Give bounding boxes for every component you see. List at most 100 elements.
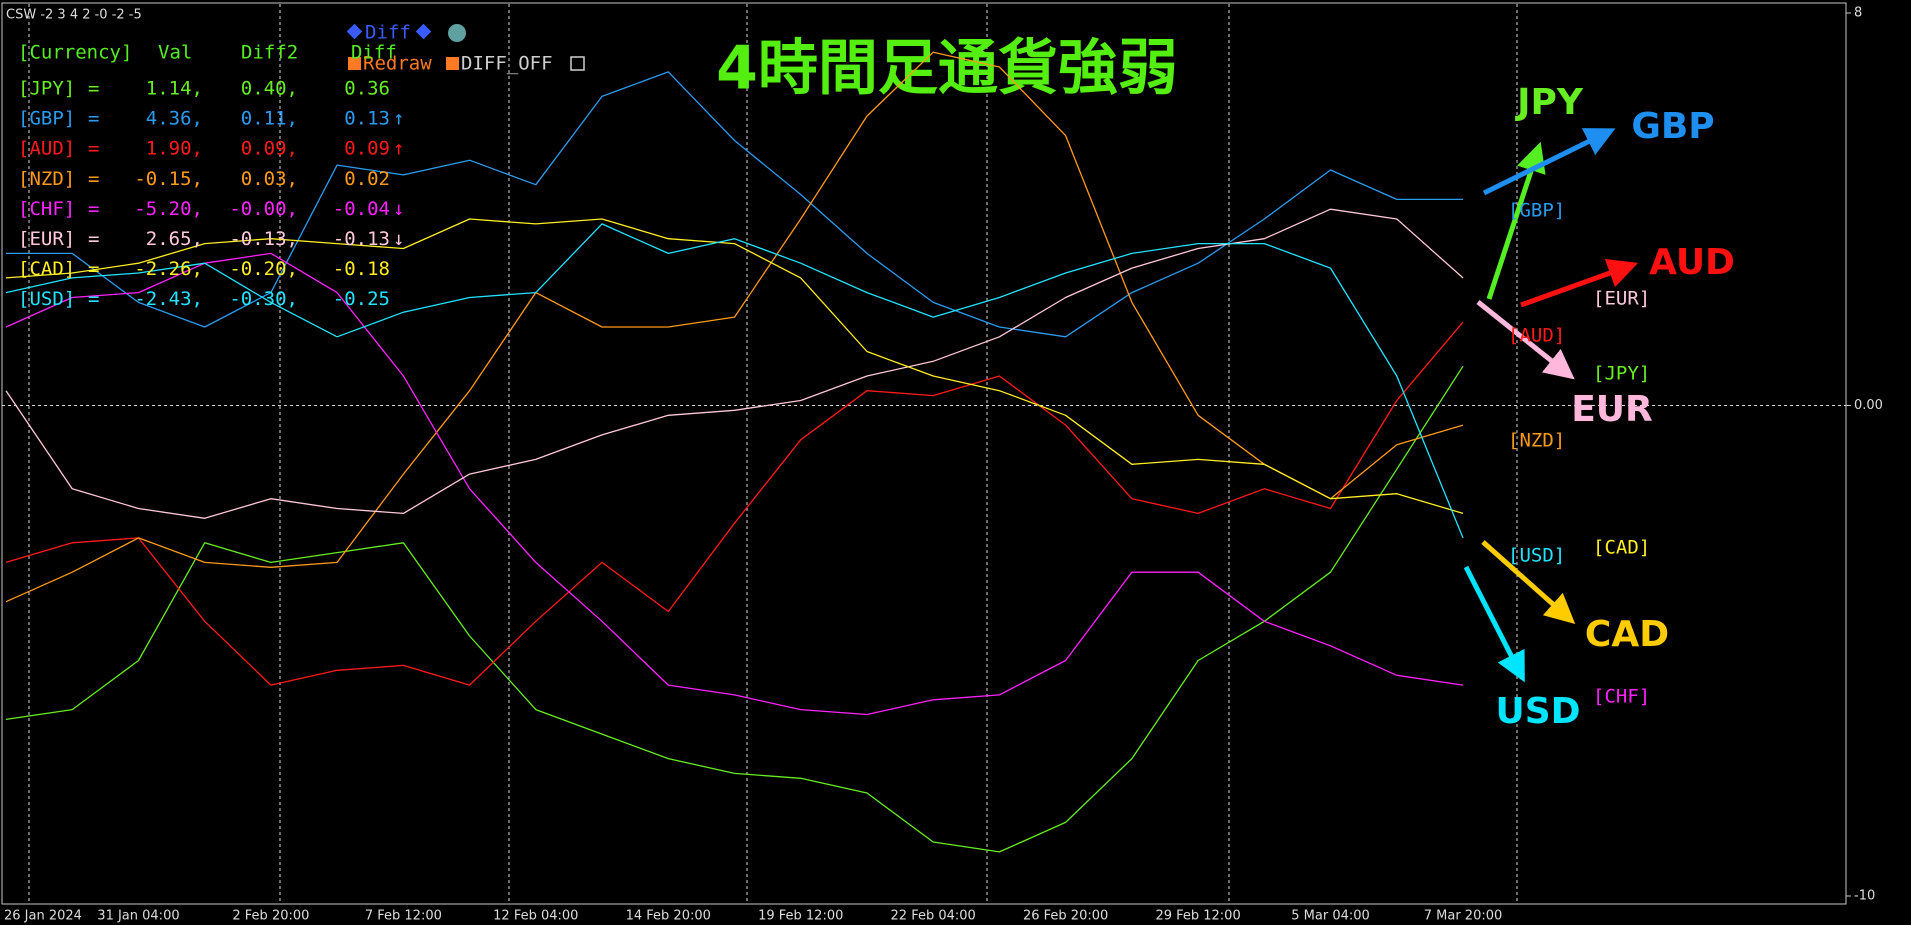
table-cell: -0.13 [333, 228, 390, 250]
table-cell: [AUD] [18, 138, 75, 160]
status-dot[interactable] [448, 24, 466, 42]
annotation: CAD [1585, 614, 1669, 655]
series-line [5, 223, 1464, 539]
table-cell: -0.04 [333, 198, 390, 220]
arrow [1463, 565, 1525, 683]
annotation: AUD [1649, 242, 1735, 283]
table-header: [Currency] [18, 42, 132, 64]
table-cell: = [88, 258, 99, 280]
x-tick-label: 2 Feb 20:00 [232, 909, 309, 924]
table-cell: ↑ [393, 108, 404, 130]
x-tick-label: 29 Feb 12:00 [1155, 909, 1240, 924]
series-line [5, 51, 1464, 603]
table-cell: -0.15, [134, 168, 203, 190]
x-tick-label: 7 Mar 20:00 [1424, 909, 1503, 924]
table-cell: = [88, 228, 99, 250]
table-header: Diff2 [241, 42, 298, 64]
table-cell: = [88, 138, 99, 160]
series-label: [NZD] [1508, 430, 1565, 452]
table-cell: = [88, 108, 99, 130]
redraw-button[interactable]: Redraw [363, 53, 432, 75]
table-cell: [GBP] [18, 108, 75, 130]
y-tick-label: 8 [1854, 6, 1862, 21]
table-cell: -2.26, [134, 258, 203, 280]
arrow [1481, 540, 1576, 624]
series-line [5, 321, 1464, 686]
table-cell: [CHF] [18, 198, 75, 220]
table-cell: [NZD] [18, 168, 75, 190]
square-icon [348, 57, 361, 70]
table-cell: [USD] [18, 288, 75, 310]
table-cell: 0.36 [344, 78, 390, 100]
indicator-header: CSW -2 3 4 2 -0 -2 -5 [6, 8, 142, 23]
y-tick-label: 0.00 [1854, 398, 1883, 413]
series-line [5, 365, 1464, 853]
series-label: [USD] [1508, 545, 1565, 567]
table-cell: = [88, 78, 99, 100]
table-cell: [CAD] [18, 258, 75, 280]
table-cell: 2.65, [146, 228, 203, 250]
x-tick-label: 26 Feb 20:00 [1023, 909, 1108, 924]
diamond-icon [346, 23, 363, 40]
annotation: GBP [1631, 106, 1714, 147]
annotation: USD [1495, 691, 1580, 732]
series-label: [JPY] [1593, 363, 1650, 385]
table-cell: ↑ [393, 138, 404, 160]
x-tick-label: 14 Feb 20:00 [626, 909, 711, 924]
annotation: JPY [1514, 82, 1584, 123]
table-header: Diff [351, 42, 397, 64]
y-tick-label: -10 [1854, 889, 1875, 904]
table-cell: 0.09, [241, 138, 298, 160]
series-line [6, 71, 1463, 338]
series-label: [CAD] [1593, 537, 1650, 559]
annotation-arrows [1463, 128, 1639, 683]
x-tick-label: 7 Feb 12:00 [365, 909, 442, 924]
table-cell: ↓ [393, 228, 404, 250]
table-cell: ↓ [393, 198, 404, 220]
checkbox[interactable] [570, 56, 585, 71]
chart-title: 4時間足通貨強弱 [716, 34, 1178, 104]
series-label: [GBP] [1508, 200, 1565, 222]
annotation: EUR [1571, 389, 1653, 430]
table-cell: 0.03, [241, 168, 298, 190]
series-line [5, 218, 1464, 515]
x-tick-label: 5 Mar 04:00 [1291, 909, 1370, 924]
table-cell: -0.13, [229, 228, 298, 250]
diff-button[interactable]: Diff [365, 22, 411, 44]
plot-frame [1, 2, 1847, 905]
diff-off-button[interactable]: DIFF_OFF [461, 53, 553, 75]
series-label: [AUD] [1508, 325, 1565, 347]
series-line [5, 208, 1464, 519]
x-tick-label: 22 Feb 04:00 [891, 909, 976, 924]
table-cell: -0.20, [229, 258, 298, 280]
table-cell: = [88, 168, 99, 190]
table-cell: [JPY] [18, 78, 75, 100]
table-cell: 1.90, [146, 138, 203, 160]
square-icon [446, 57, 459, 70]
table-cell: [EUR] [18, 228, 75, 250]
x-tick-label: 26 Jan 2024 [4, 909, 82, 924]
table-cell: -0.00, [229, 198, 298, 220]
table-cell: 0.09 [344, 138, 390, 160]
x-tick-label: 19 Feb 12:00 [758, 909, 843, 924]
table-header: Val [158, 42, 192, 64]
arrow [1482, 128, 1616, 196]
table-cell: 0.40, [241, 78, 298, 100]
table-cell: -0.18 [333, 258, 390, 280]
arrow [1486, 141, 1546, 300]
series-label: [EUR] [1593, 288, 1650, 310]
arrow [1520, 258, 1639, 308]
table-cell: = [88, 288, 99, 310]
arrow [1476, 300, 1575, 380]
table-cell: -2.43, [134, 288, 203, 310]
table-cell: -0.30, [229, 288, 298, 310]
table-cell: -0.25 [333, 288, 390, 310]
table-cell: 0.11, [241, 108, 298, 130]
diamond-icon [415, 23, 432, 40]
table-cell: -5.20, [134, 198, 203, 220]
table-cell: 0.13 [344, 108, 390, 130]
table-cell: 1.14, [146, 78, 203, 100]
x-tick-label: 31 Jan 04:00 [97, 909, 179, 924]
series-label: [CHF] [1593, 686, 1650, 708]
